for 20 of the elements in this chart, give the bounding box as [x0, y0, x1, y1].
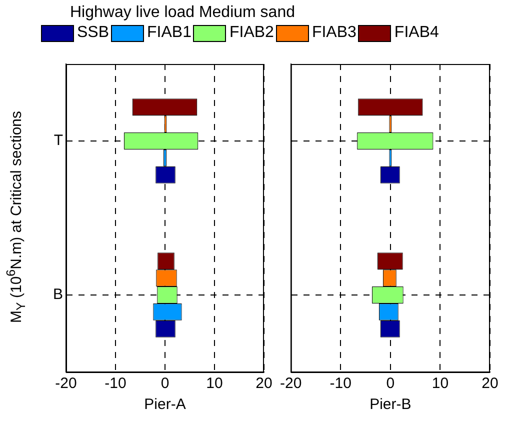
- x-tick-label: -20: [280, 375, 302, 392]
- y-tick-label: T: [54, 132, 63, 150]
- x-tick-label: 20: [482, 375, 498, 392]
- x-tick-label: 0: [160, 375, 170, 392]
- legend-label: FIAB2: [229, 24, 274, 42]
- legend-label: SSB: [77, 24, 110, 42]
- y-tick-label: B: [52, 286, 63, 304]
- legend-label: FIAB4: [394, 24, 439, 42]
- x-tick-label: 10: [432, 375, 449, 392]
- x-tick-label: 10: [206, 375, 223, 392]
- x-tick-label: -20: [55, 375, 77, 392]
- legend-label: FIAB3: [312, 24, 356, 42]
- x-tick-label: -10: [330, 375, 352, 392]
- x-axis-title: Pier-A: [144, 396, 186, 414]
- x-axis-title: Pier-B: [370, 396, 412, 414]
- x-tick-label: -10: [104, 375, 126, 392]
- x-tick-label: 20: [256, 375, 272, 392]
- legend-label: FIAB1: [147, 24, 192, 42]
- x-tick-label: 0: [386, 375, 395, 392]
- chart-title: Highway live load Medium sand: [70, 4, 295, 22]
